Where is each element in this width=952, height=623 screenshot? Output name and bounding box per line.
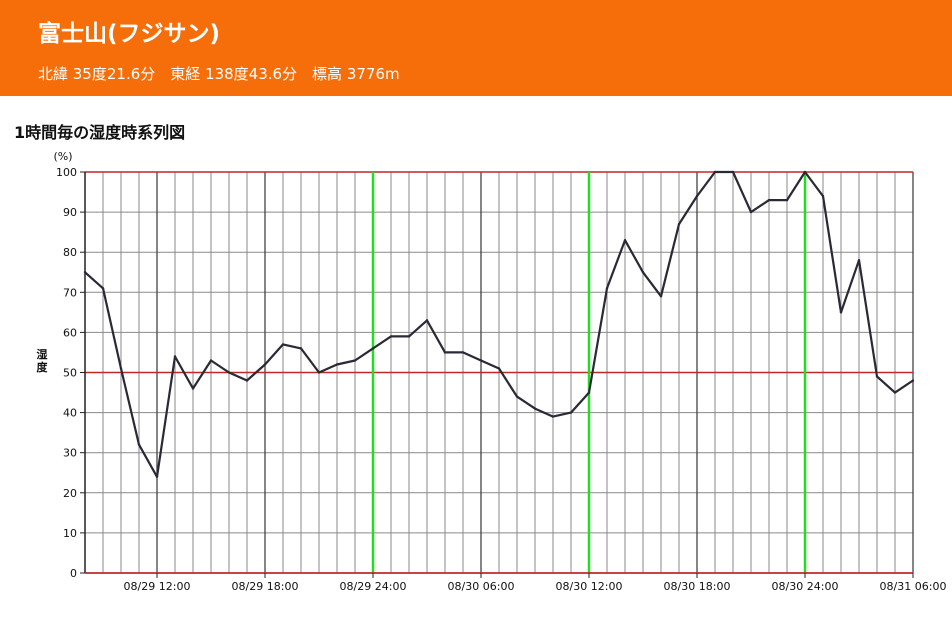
humidity-data-point [551, 415, 555, 418]
x-tick-label: 08/30 24:00 [772, 580, 839, 593]
y-axis-label: 湿 [37, 347, 48, 361]
humidity-data-point [713, 170, 717, 174]
humidity-data-point [803, 170, 807, 174]
humidity-data-point [479, 359, 483, 362]
station-header: 富士山(フジサン) 北緯 35度21.6分 東経 138度43.6分 標高 37… [0, 0, 952, 96]
humidity-data-point [119, 367, 123, 370]
humidity-data-point [587, 391, 591, 394]
humidity-data-point [389, 335, 393, 338]
humidity-data-point [533, 407, 537, 410]
y-tick-label: 60 [63, 326, 77, 339]
chart-title: 1時間毎の湿度時系列図 [14, 123, 186, 142]
humidity-data-point [425, 319, 429, 322]
humidity-data-point [335, 363, 339, 366]
humidity-data-point [911, 379, 915, 382]
humidity-data-point [263, 363, 267, 366]
humidity-data-point [857, 259, 861, 262]
humidity-data-point [137, 443, 141, 446]
station-title: 富士山(フジサン) [38, 21, 221, 47]
x-tick-label: 08/29 18:00 [232, 580, 299, 593]
y-tick-label: 20 [63, 487, 77, 500]
humidity-data-point [821, 194, 825, 198]
humidity-data-point [281, 343, 285, 346]
y-tick-label: 50 [63, 367, 77, 380]
humidity-data-point [227, 371, 231, 374]
station-info: 北緯 35度21.6分 東経 138度43.6分 標高 3776m [38, 65, 400, 83]
x-tick-label: 08/30 12:00 [556, 580, 623, 593]
humidity-data-point [677, 222, 681, 226]
humidity-chart: 0 10 20 30 40 50 60 70 80 90 100 (%) 湿度 08/29 12:00 08… [37, 150, 947, 593]
humidity-data-point [659, 295, 663, 298]
humidity-data-point [767, 198, 771, 202]
humidity-data-point [353, 359, 357, 362]
humidity-data-point [515, 395, 519, 398]
humidity-data-point [299, 347, 303, 350]
y-tick-label: 80 [63, 246, 77, 259]
humidity-data-point [785, 198, 789, 202]
humidity-data-point [605, 287, 609, 290]
y-tick-label: 70 [63, 286, 77, 299]
humidity-data-point [155, 475, 159, 478]
humidity-data-point [623, 238, 627, 242]
humidity-data-point [461, 351, 465, 354]
humidity-data-point [749, 210, 753, 214]
humidity-data-point [875, 375, 879, 378]
x-tick-label: 08/29 12:00 [124, 580, 191, 593]
humidity-data-point [893, 391, 897, 394]
humidity-data-point [695, 194, 699, 198]
x-tick-label: 08/31 06:00 [880, 580, 947, 593]
humidity-data-point [569, 411, 573, 414]
x-tick-label: 08/30 18:00 [664, 580, 731, 593]
humidity-data-point [245, 379, 249, 382]
humidity-data-point [641, 271, 645, 274]
humidity-data-point [173, 355, 177, 358]
y-tick-label: 40 [63, 407, 77, 420]
y-tick-label: 30 [63, 447, 77, 460]
humidity-data-point [317, 371, 321, 374]
humidity-data-point [497, 367, 501, 370]
y-unit-label: (%) [53, 150, 72, 163]
humidity-data-point [191, 387, 195, 390]
humidity-data-point [443, 351, 447, 354]
y-tick-label: 100 [56, 166, 77, 179]
humidity-data-point [101, 287, 105, 290]
humidity-data-point [407, 335, 411, 338]
humidity-data-point [371, 347, 375, 350]
humidity-data-point [731, 170, 735, 174]
x-tick-label: 08/29 24:00 [340, 580, 407, 593]
humidity-data-point [209, 359, 213, 362]
y-tick-label: 10 [63, 527, 77, 540]
humidity-data-point [83, 271, 87, 274]
y-tick-label: 0 [70, 567, 77, 580]
humidity-data-point [839, 311, 843, 314]
y-tick-label: 90 [63, 206, 77, 219]
y-axis-label: 度 [37, 360, 49, 374]
x-tick-label: 08/30 06:00 [448, 580, 515, 593]
